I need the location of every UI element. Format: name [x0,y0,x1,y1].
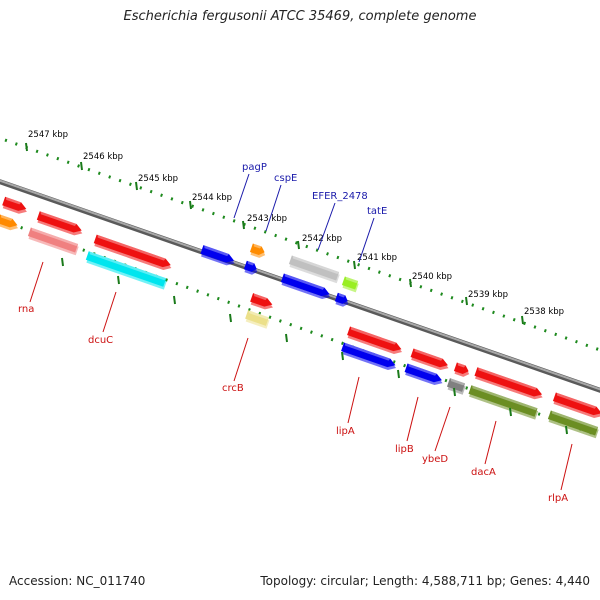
inner-major-tick [61,257,64,267]
gene-leader-line [560,443,573,491]
gene-feature[interactable] [341,276,359,293]
accession-label: Accession: NC_011740 [9,574,146,588]
inner-major-tick [453,387,456,397]
gene-label-pagp[interactable]: pagP [242,162,267,173]
gene-leader-line [265,184,282,232]
gene-label-cspe[interactable]: cspE [274,173,297,184]
gene-label-efer-2478[interactable]: EFER_2478 [312,191,368,202]
gene-feature[interactable] [404,363,445,388]
major-tick [521,315,524,325]
gene-feature[interactable] [547,410,599,439]
gene-feature[interactable] [244,310,270,329]
gene-label-crcb[interactable]: crcB [222,383,244,394]
inner-major-tick [397,369,400,379]
genome-title: Escherichia fergusonii ATCC 35469, compl… [123,9,477,24]
gene-feature[interactable] [93,234,174,273]
gene-feature[interactable] [288,255,340,284]
inner-major-tick [565,425,568,435]
gene-feature[interactable] [243,260,260,276]
inner-major-tick [173,295,176,305]
gene-leader-line [29,261,44,303]
gene-label-tate[interactable]: tatE [367,206,387,217]
gene-feature[interactable] [340,342,398,373]
gene-feature[interactable] [410,348,451,373]
major-tick [409,278,412,288]
gene-label-lipa[interactable]: lipA [336,426,355,437]
gene-feature[interactable] [468,385,539,420]
major-tick [297,240,300,250]
tick-label: 2547 kbp [28,130,68,140]
tick-label: 2541 kbp [357,253,397,263]
topology-label: Topology: circular; Length: 4,588,711 bp… [260,574,590,588]
gene-label-dcuc[interactable]: dcuC [88,335,113,346]
inner-major-tick [285,333,288,343]
gene-feature[interactable] [85,251,168,290]
gene-leader-line [347,376,360,424]
gene-feature[interactable] [249,243,267,259]
gene-feature[interactable] [27,227,79,256]
gene-leader-line [233,337,249,382]
gene-feature[interactable] [0,214,20,232]
tick-label: 2544 kbp [192,193,232,203]
gene-leader-line [484,420,497,465]
major-tick [189,200,192,210]
inner-major-tick [341,351,344,361]
gene-label-rlpa[interactable]: rlpA [548,493,568,504]
gene-leader-line [434,406,451,452]
tick-label: 2540 kbp [412,272,452,282]
tick-label: 2543 kbp [247,214,287,224]
gene-feature[interactable] [446,378,466,395]
tick-label: 2546 kbp [83,152,123,162]
gene-leader-line [358,217,375,263]
gene-leader-line [233,173,250,219]
gene-leader-line [406,396,419,442]
major-tick [80,161,83,171]
major-tick [135,181,138,191]
major-tick [465,296,468,306]
gene-feature[interactable] [1,196,29,216]
outer-minor-ticks [4,138,600,352]
gene-feature[interactable] [200,245,237,268]
gene-features [0,196,600,439]
inner-major-tick [117,275,120,285]
gene-label-rna[interactable]: rna [18,304,34,315]
gene-label-ybed[interactable]: ybeD [422,454,448,465]
gene-feature[interactable] [346,326,404,357]
major-tick [25,142,28,152]
major-tick [353,260,356,270]
major-tick [242,220,245,230]
gene-leader-line [317,202,336,251]
gene-leader-line [102,291,117,333]
gene-feature[interactable] [280,273,332,302]
gene-feature[interactable] [474,367,545,401]
tick-label: 2539 kbp [468,290,508,300]
gene-label-daca[interactable]: dacA [471,467,496,478]
gene-feature[interactable] [36,211,85,237]
tick-label: 2538 kbp [524,307,564,317]
inner-major-tick [509,407,512,417]
gene-feature[interactable] [453,362,471,378]
gene-label-lipb[interactable]: lipB [395,444,414,455]
inner-major-tick [229,313,232,323]
gene-feature[interactable] [334,292,351,308]
gene-feature[interactable] [552,392,600,421]
tick-label: 2545 kbp [138,174,178,184]
gene-feature[interactable] [249,293,275,312]
gene-labels: pagP cspE EFER_2478 tatE rna dcuC crcB lipA lipB… [18,162,573,504]
